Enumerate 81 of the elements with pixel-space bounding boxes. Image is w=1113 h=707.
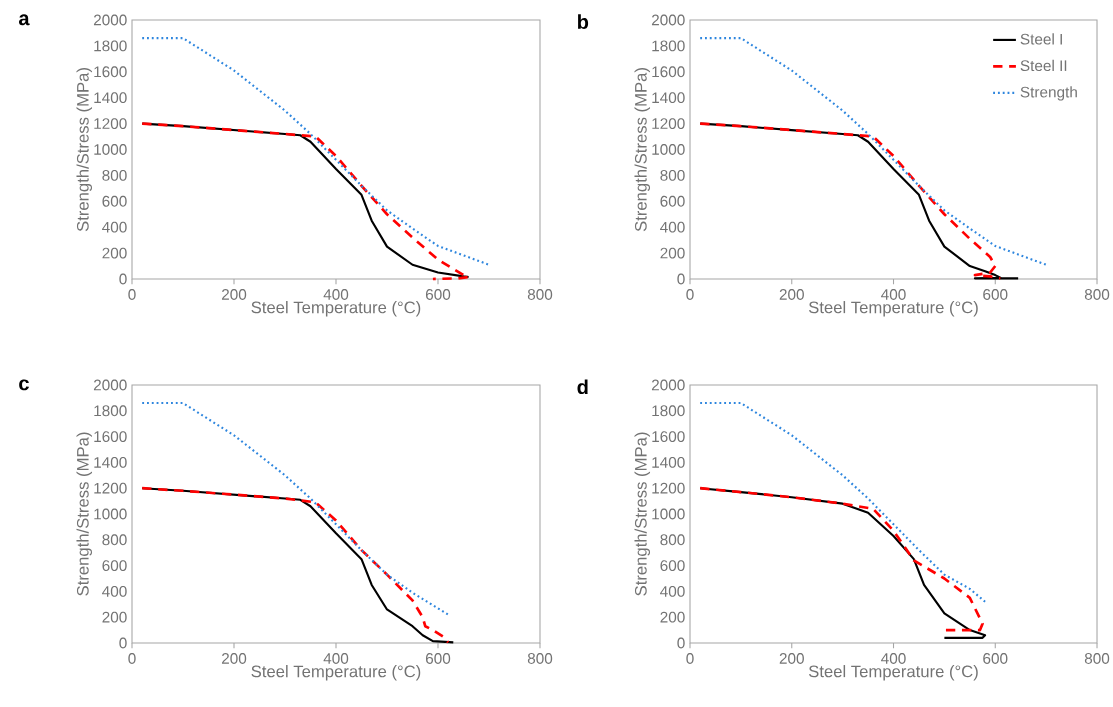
y-tick-label: 200 [660,247,685,259]
y-tick-label: 1200 [94,482,127,494]
y-tick-label: 1000 [94,144,127,155]
y-tick-label: 1800 [652,40,685,52]
legend-label: Strength [1020,86,1077,101]
y-tick-label: 1400 [94,456,127,468]
y-tick-label: 1600 [94,66,127,78]
y-tick-label: 1800 [94,40,127,52]
text: b [578,14,589,30]
y-tick-label: 600 [102,195,127,207]
y-tick-label: 2000 [93,14,127,26]
x-tick-label: 200 [221,653,247,664]
y-tick-label: 600 [660,560,685,572]
y-tick-label: 1400 [94,92,127,104]
x-axis-title: Steel Temperature (°C) [808,301,978,317]
y-axis-title: Strength/Stress (MPa) [634,432,651,596]
y-axis-title: Strength/Stress (MPa) [634,68,651,232]
y-tick-label: 2000 [651,14,685,26]
x-tick-label: 400 [323,653,349,664]
x-tick-label: 800 [527,653,553,664]
y-tick-label: 2000 [93,379,127,391]
y-tick-label: 0 [677,273,685,285]
text: d [577,379,588,395]
y-tick-label: 400 [102,585,127,597]
x-tick-label: 600 [983,289,1008,300]
x-tick-label: 400 [323,289,349,300]
y-tick-label: 600 [660,195,685,207]
y-tick-label: 1000 [94,508,127,520]
y-tick-label: 600 [102,560,127,572]
y-tick-label: 800 [102,534,127,546]
y-tick-label: 1600 [652,431,685,443]
y-tick-label: 400 [660,221,685,233]
x-tick-label: 0 [686,289,694,300]
x-tick-label: 200 [779,653,804,664]
x-axis-title: Steel Temperature (°C) [808,665,978,681]
y-tick-label: 200 [102,611,127,623]
x-tick-label: 0 [128,653,136,664]
x-tick-label: 800 [1084,653,1110,664]
y-tick-label: 1800 [652,405,685,417]
line-series [141,37,491,266]
x-tick-label: 200 [779,289,804,300]
text: a [18,14,30,26]
y-tick-label: 1800 [94,405,127,417]
y-tick-label: 1600 [652,66,685,78]
y-tick-label: 1200 [94,118,127,130]
y-tick-label: 2000 [651,379,685,391]
x-tick-label: 0 [686,653,694,664]
y-tick-label: 1600 [94,431,127,443]
y-tick-label: 400 [102,221,127,233]
y-tick-label: 0 [119,637,127,649]
line-series [141,401,450,616]
x-tick-label: 0 [128,289,136,300]
y-tick-label: 1000 [652,508,685,520]
y-tick-label: 1000 [652,144,685,155]
x-tick-label: 600 [425,289,451,300]
y-tick-label: 1200 [652,118,685,130]
y-axis-title: Strength/Stress (MPa) [76,68,93,232]
y-tick-label: 200 [102,247,127,259]
legend-label: Steel I [1020,33,1062,45]
x-tick-label: 800 [1084,289,1110,300]
y-tick-label: 800 [660,534,685,546]
y-axis-title: Strength/Stress (MPa) [76,432,93,596]
y-tick-label: 0 [119,273,127,285]
y-tick-label: 400 [660,585,685,597]
y-tick-label: 1400 [652,92,685,104]
x-tick-label: 800 [527,289,553,300]
y-tick-label: 0 [677,637,685,649]
x-tick-label: 200 [221,289,247,300]
legend-label: Steel II [1020,59,1067,72]
x-axis-title: Steel Temperature (°C) [251,301,421,317]
x-tick-label: 400 [881,653,906,664]
x-tick-label: 400 [881,289,906,300]
y-tick-label: 200 [660,611,685,623]
x-tick-label: 600 [425,653,451,664]
x-tick-label: 600 [983,653,1008,664]
y-tick-label: 800 [102,169,127,181]
y-tick-label: 1200 [652,482,685,494]
y-tick-label: 800 [660,169,685,181]
text: c [19,379,29,391]
y-tick-label: 1400 [652,456,685,468]
x-axis-title: Steel Temperature (°C) [251,665,421,681]
